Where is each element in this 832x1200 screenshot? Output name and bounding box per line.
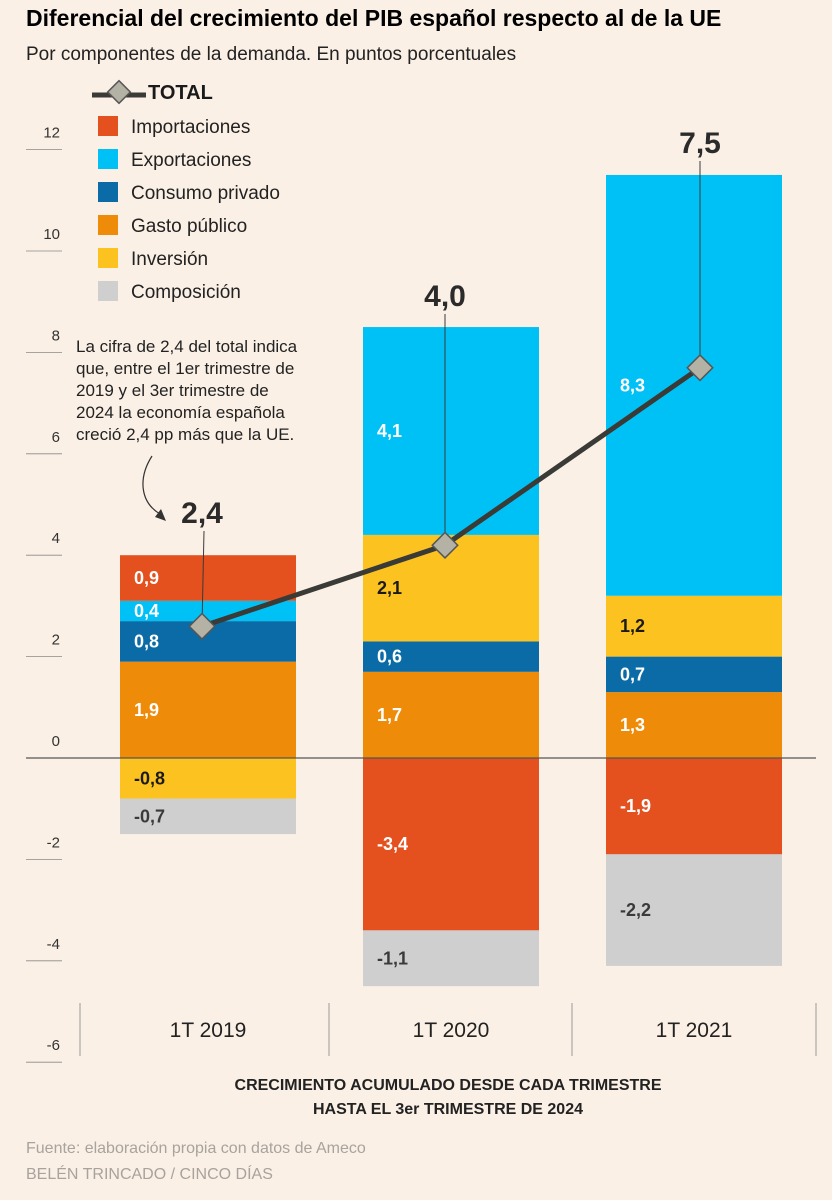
bar-segment-inversion (120, 758, 296, 799)
y-tick-label: 6 (52, 429, 60, 446)
bar-label-consumo: 0,8 (134, 631, 159, 651)
legend-label-composicion: Composición (131, 282, 241, 303)
legend-swatch-importaciones (98, 116, 118, 136)
bar-segment-importaciones (120, 555, 296, 601)
legend-swatch-gasto (98, 215, 118, 235)
bar-segment-gasto (363, 671, 539, 758)
category-label: 1T 2019 (170, 1019, 247, 1042)
bar-label-gasto: 1,9 (134, 700, 159, 720)
bar-label-composicion: -0,7 (134, 806, 165, 826)
bar-segment-importaciones (606, 758, 782, 855)
annotation-arrow (142, 455, 161, 515)
bar-segment-composicion (120, 798, 296, 835)
bar-label-gasto: 1,3 (620, 715, 645, 735)
legend: TOTAL Importaciones Exportaciones Consumo … (92, 79, 280, 303)
bar-label-inversion: 1,2 (620, 616, 645, 636)
bar-label-importaciones: 0,9 (134, 568, 159, 588)
legend-label-importaciones: Importaciones (131, 117, 250, 138)
legend-swatch-inversion (98, 248, 118, 268)
bars: 1,9 0,8 0,4 0,9 -0,8 -0,7 1,7 0,6 2,1 4,1 -3,4 -1,1… (120, 174, 782, 987)
annotation-line-3: 2019 y el 3er trimestre de (76, 381, 269, 400)
annotation-line-1: La cifra de 2,4 del total indica (76, 337, 298, 356)
bar-label-consumo: 0,7 (620, 664, 645, 684)
legend-swatch-composicion (98, 281, 118, 301)
total-value-label: 2,4 (181, 497, 223, 530)
legend-swatch-consumo (98, 182, 118, 202)
total-marker (188, 612, 216, 641)
annotation: La cifra de 2,4 del total indica que, en… (76, 337, 298, 521)
y-tick-label: 8 (52, 327, 60, 344)
bar-segment-composicion (606, 854, 782, 966)
y-tick-label: -6 (47, 1037, 60, 1054)
category-label: 1T 2021 (656, 1019, 733, 1042)
legend-swatch-exportaciones (98, 149, 118, 169)
total-leader-line (201, 530, 205, 627)
legend-label-gasto: Gasto público (131, 216, 247, 237)
bar-label-composicion: -1,1 (377, 948, 408, 968)
bar-segment-consumo (606, 656, 782, 693)
annotation-line-4: 2024 la economía española (76, 403, 285, 422)
bar-label-inversion: -0,8 (134, 768, 165, 788)
bar-label-exportaciones: 4,1 (377, 421, 402, 441)
bar-segment-exportaciones (120, 600, 296, 622)
bar-segment-consumo (363, 641, 539, 672)
bar-label-importaciones: -1,9 (620, 796, 651, 816)
y-tick-label: 12 (43, 125, 60, 142)
annotation-arrowhead (155, 509, 166, 521)
y-tick-label: 2 (52, 632, 60, 649)
legend-label-exportaciones: Exportaciones (131, 150, 251, 171)
total-series: 2,4 4,0 7,5 (181, 127, 721, 641)
bar-label-gasto: 1,7 (377, 705, 402, 725)
bar-label-composicion: -2,2 (620, 900, 651, 920)
category-label: 1T 2020 (413, 1019, 490, 1042)
bar-segment-inversion (606, 595, 782, 657)
bar-segment-importaciones (363, 758, 539, 931)
chart-title: Diferencial del crecimiento del PIB espa… (26, 5, 721, 31)
total-marker (431, 531, 459, 559)
legend-total-marker (106, 79, 132, 105)
x-caption-line-1: CRECIMIENTO ACUMULADO DESDE CADA TRIMEST… (235, 1077, 662, 1094)
legend-label-consumo: Consumo privado (131, 183, 280, 204)
bar-label-exportaciones: 0,4 (134, 601, 159, 621)
total-value-label: 4,0 (424, 280, 466, 313)
y-grid: 12 10 8 6 4 2 0 -2 -4 -6 (26, 125, 62, 1063)
y-tick-label: -2 (47, 834, 60, 851)
y-tick-label: 0 (52, 733, 60, 750)
bar-segment-gasto (120, 661, 296, 758)
x-axis: 1T 2019 1T 2020 1T 2021 (79, 1003, 817, 1056)
total-marker (686, 353, 714, 382)
source-note: Fuente: elaboración propia con datos de … (26, 1140, 366, 1157)
y-tick-label: 4 (52, 530, 60, 547)
y-tick-label: -4 (47, 936, 60, 953)
bar-label-importaciones: -3,4 (377, 834, 408, 854)
bar-label-exportaciones: 8,3 (620, 375, 645, 395)
credit: BELÉN TRINCADO / CINCO DÍAS (26, 1164, 273, 1183)
chart-subtitle: Por componentes de la demanda. En puntos… (26, 44, 516, 65)
legend-label-inversion: Inversión (131, 249, 208, 270)
y-tick-label: 10 (43, 226, 60, 243)
legend-total-label: TOTAL (148, 82, 213, 104)
x-caption-line-2: HASTA EL 3er TRIMESTRE DE 2024 (313, 1101, 583, 1118)
bar-segment-composicion (363, 930, 539, 987)
bar-segment-exportaciones (606, 174, 782, 596)
bar-label-consumo: 0,6 (377, 647, 402, 667)
total-value-label: 7,5 (679, 127, 721, 160)
annotation-line-5: creció 2,4 pp más que la UE. (76, 425, 294, 444)
bar-label-inversion: 2,1 (377, 578, 402, 598)
annotation-line-2: que, entre el 1er trimestre de (76, 359, 294, 378)
bar-segment-gasto (606, 692, 782, 758)
